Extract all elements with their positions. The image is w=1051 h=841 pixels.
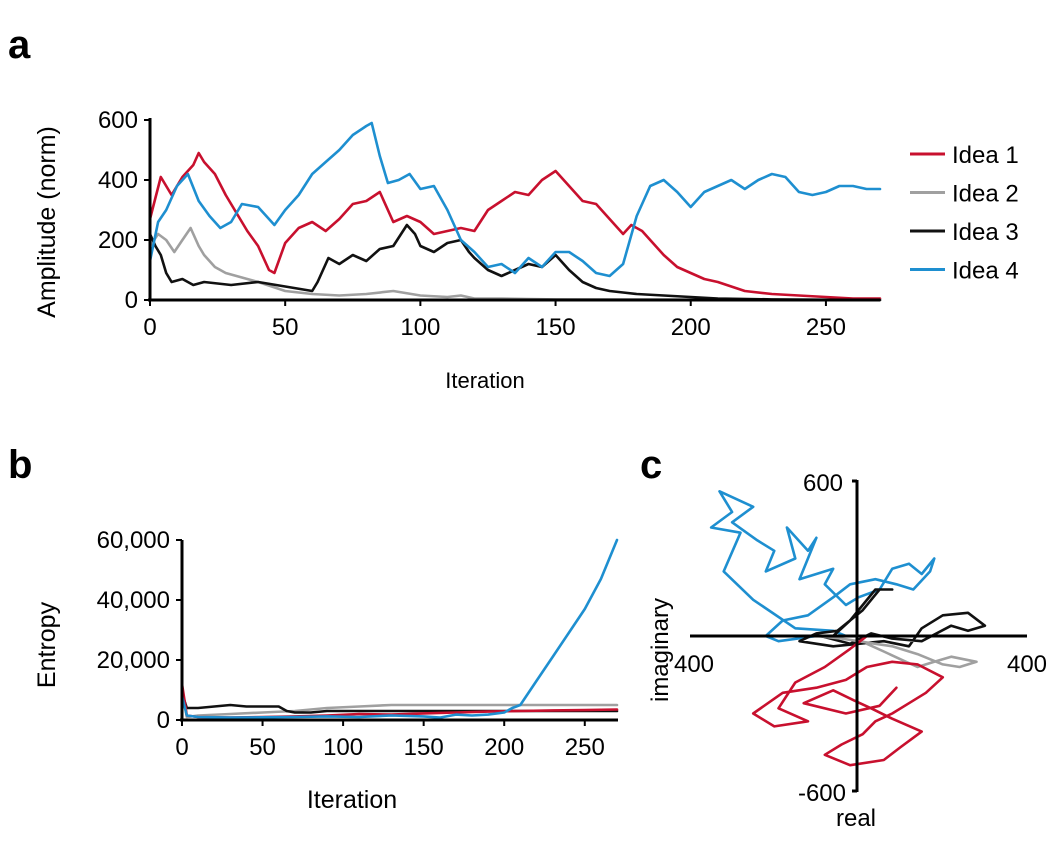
b-series-line-1 bbox=[180, 685, 619, 719]
a-xtick-label: 250 bbox=[806, 314, 846, 341]
a-series-line-idea-1 bbox=[148, 151, 882, 300]
b-y-axis-title: Entropy bbox=[33, 601, 61, 688]
entropy-chart: 0 50 100 150 200 250 0 20,000 40,000 60,000 Itera… bbox=[33, 527, 619, 814]
b-series-line-4 bbox=[180, 538, 619, 719]
b-ytick-label: 0 bbox=[157, 707, 170, 734]
a-ytick-label: 600 bbox=[98, 107, 138, 134]
b-xtick-label: 200 bbox=[484, 734, 524, 761]
a-xtick-label: 200 bbox=[671, 314, 711, 341]
c-xtick-right: 400 bbox=[1007, 651, 1047, 678]
b-ytick-label: 60,000 bbox=[97, 527, 170, 554]
a-xtick-label: 150 bbox=[536, 314, 576, 341]
a-xtick-label: 50 bbox=[272, 314, 299, 341]
a-series-line-idea-3 bbox=[148, 223, 882, 302]
b-ytick-label: 40,000 bbox=[97, 587, 170, 614]
b-xtick-label: 150 bbox=[404, 734, 444, 761]
panel-label-c: c bbox=[640, 443, 662, 487]
a-x-axis-title: Iteration bbox=[445, 368, 525, 393]
a-legend: Idea 1 Idea 2 Idea 3 Idea 4 bbox=[910, 142, 1019, 285]
a-legend-label-idea-2: Idea 2 bbox=[952, 181, 1019, 208]
a-legend-label-idea-1: Idea 1 bbox=[952, 142, 1019, 169]
a-xtick-label: 0 bbox=[143, 314, 156, 341]
a-series-line-idea-2 bbox=[148, 226, 882, 302]
a-legend-label-idea-3: Idea 3 bbox=[952, 219, 1019, 246]
a-series-line-idea-4 bbox=[148, 121, 882, 278]
a-ytick-label: 200 bbox=[98, 227, 138, 254]
b-xtick-label: 0 bbox=[175, 734, 188, 761]
b-xtick-label: 50 bbox=[249, 734, 276, 761]
c-trajectory-1 bbox=[709, 489, 936, 643]
c-trajectory-3 bbox=[815, 634, 978, 669]
panel-label-a: a bbox=[8, 23, 31, 67]
c-x-axis-title: real bbox=[836, 805, 876, 832]
c-ytick-bottom: -600 bbox=[798, 780, 846, 807]
c-trajectory-2 bbox=[798, 588, 987, 648]
complex-plane-chart: 600 -600 400 400 real imaginary bbox=[647, 470, 1047, 832]
b-x-axis-title: Iteration bbox=[307, 786, 397, 814]
a-ytick-label: 400 bbox=[98, 167, 138, 194]
a-y-axis-title: Amplitude (norm) bbox=[33, 126, 61, 318]
b-ytick-label: 20,000 bbox=[97, 647, 170, 674]
b-xtick-label: 100 bbox=[323, 734, 363, 761]
c-ytick-top: 600 bbox=[803, 470, 843, 497]
a-ytick-label: 0 bbox=[125, 287, 138, 314]
c-y-axis-title: imaginary bbox=[647, 598, 674, 702]
c-xtick-left: 400 bbox=[674, 651, 714, 678]
a-xtick-label: 100 bbox=[400, 314, 440, 341]
b-xtick-label: 250 bbox=[565, 734, 605, 761]
panel-label-b: b bbox=[8, 443, 32, 487]
a-legend-label-idea-4: Idea 4 bbox=[952, 258, 1019, 285]
amplitude-chart: 0 50 100 150 200 250 0 200 400 600 Iteration Ampl… bbox=[33, 107, 1019, 393]
c-trajectory-4 bbox=[751, 634, 945, 767]
